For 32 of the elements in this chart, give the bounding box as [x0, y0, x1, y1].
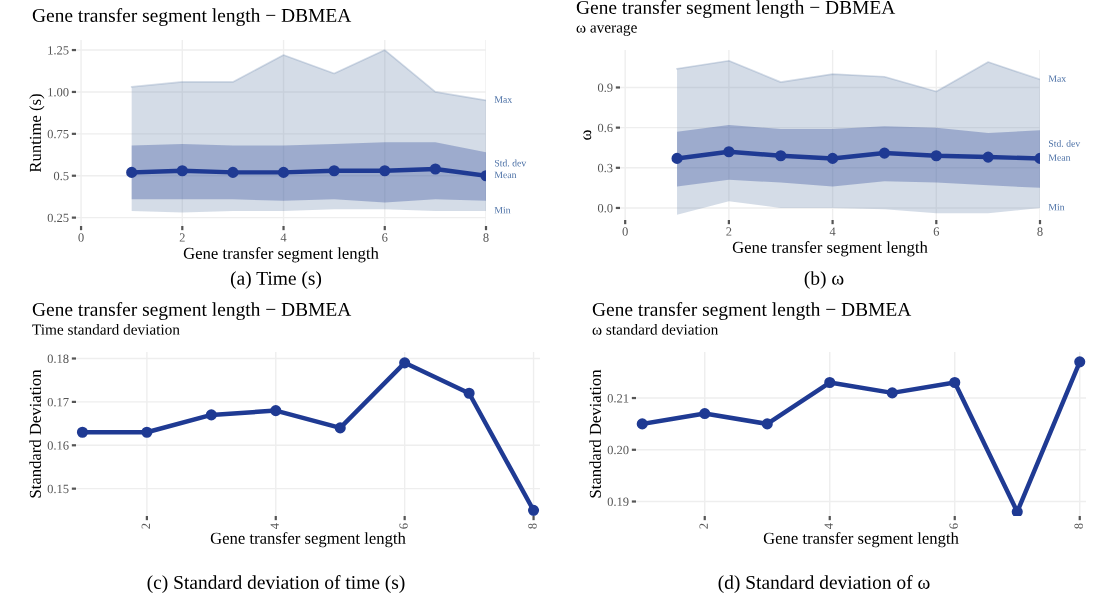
point	[205, 409, 217, 421]
point	[636, 418, 648, 430]
text: (d) Standard deviation of ω	[718, 575, 930, 593]
x-axis-title: Gene transfer segment length	[763, 531, 959, 548]
text: (b) ω	[804, 271, 844, 289]
chart-title: Gene transfer segment length − DBMEA	[592, 302, 912, 320]
point	[949, 376, 961, 389]
x-axis-title: Gene transfer segment length	[210, 531, 406, 548]
y-axis-title: Standard Deviation	[29, 369, 42, 498]
point	[270, 405, 282, 417]
point	[1011, 506, 1023, 516]
x-axis-title: Gene transfer segment length	[183, 247, 379, 263]
text: (c) Standard deviation of time (s)	[147, 575, 405, 593]
text: (a) Time (s)	[230, 271, 322, 289]
x-axis-title: Gene transfer segment length	[732, 241, 928, 257]
point	[463, 387, 475, 399]
point	[824, 376, 836, 389]
point	[399, 357, 411, 369]
y-axis-title: Runtime (s)	[29, 94, 45, 173]
point	[141, 426, 153, 438]
chart-title: Gene transfer segment length − DBMEA	[32, 302, 352, 320]
point	[334, 422, 346, 434]
point	[886, 387, 898, 399]
chart-title: Gene transfer segment length − DBMEA	[576, 0, 896, 18]
point	[761, 418, 773, 430]
point	[528, 504, 540, 516]
point	[1074, 356, 1086, 368]
y-axis-title: Standard Deviation	[589, 369, 602, 498]
point	[76, 426, 88, 438]
chart-title: Gene transfer segment length − DBMEA	[32, 8, 352, 26]
y-axis-title: ω	[583, 130, 592, 140]
point	[699, 408, 711, 420]
